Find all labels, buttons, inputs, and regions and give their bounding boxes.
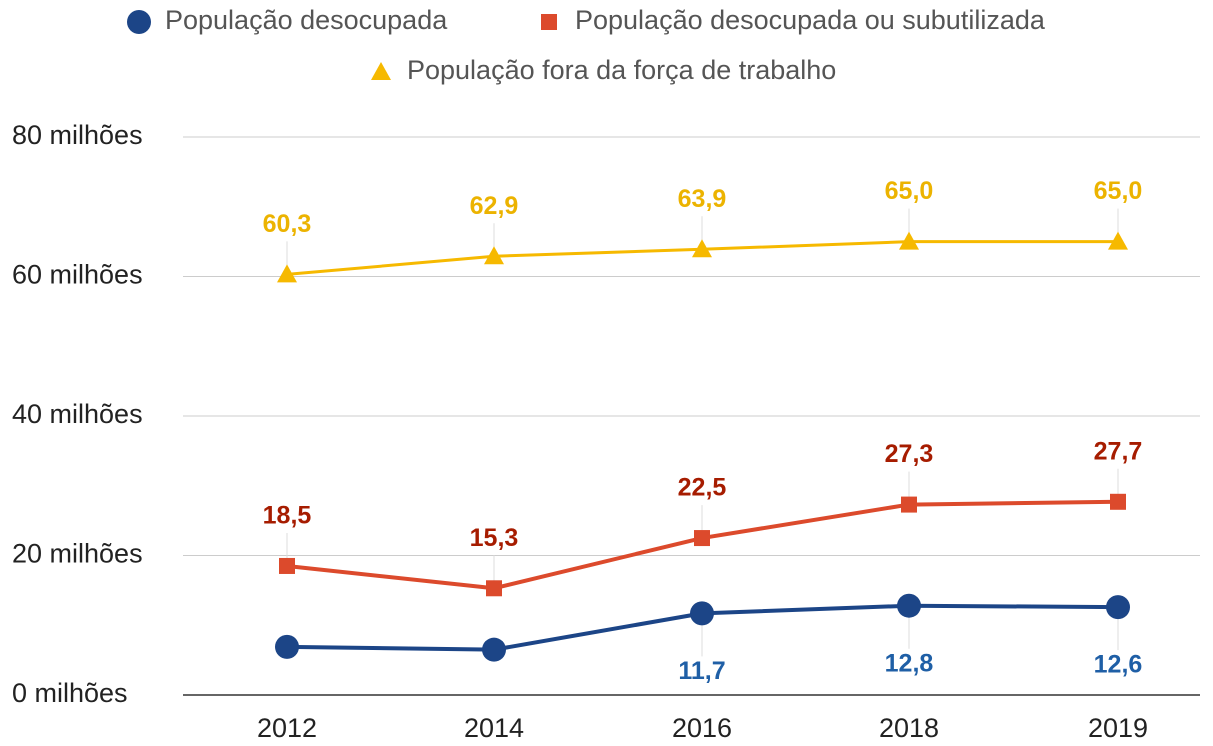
data-label: 62,9 [470,192,519,220]
y-tick-label: 20 milhões [12,539,143,569]
marker [541,14,557,30]
marker [482,637,506,662]
marker [901,496,917,513]
marker [371,62,391,80]
marker [897,593,921,618]
marker [899,231,919,250]
marker [692,239,712,258]
marker [1106,595,1130,620]
y-tick-label: 60 milhões [12,260,143,290]
data-label: 65,0 [885,177,934,205]
marker [279,557,295,574]
data-label: 27,7 [1094,437,1143,465]
marker [277,264,297,283]
x-tick-label: 2016 [672,713,732,743]
marker [127,10,151,34]
legend-label: População desocupada ou subutilizada [575,5,1046,35]
x-tick-label: 2019 [1088,713,1148,743]
legend-label: População desocupada [165,5,448,35]
x-tick-label: 2018 [879,713,939,743]
data-label: 60,3 [263,210,312,238]
marker [486,580,502,597]
legend-label: População fora da força de trabalho [407,55,836,85]
data-label: 63,9 [678,185,727,213]
marker [694,530,710,547]
marker [275,634,299,659]
y-tick-label: 40 milhões [12,399,143,429]
marker [1110,493,1126,510]
marker [690,601,714,626]
data-label: 11,7 [678,657,725,685]
data-label: 22,5 [678,474,727,502]
x-tick-label: 2012 [257,713,317,743]
data-label: 12,8 [885,649,934,677]
data-label: 65,0 [1094,177,1143,205]
data-label: 12,6 [1094,651,1143,679]
y-tick-label: 0 milhões [12,678,128,708]
data-label: 27,3 [885,440,934,468]
marker [1108,231,1128,250]
y-tick-label: 80 milhões [12,120,143,150]
x-tick-label: 2014 [464,713,524,743]
data-label: 15,3 [470,524,519,552]
marker [484,246,504,265]
data-label: 18,5 [263,502,312,530]
